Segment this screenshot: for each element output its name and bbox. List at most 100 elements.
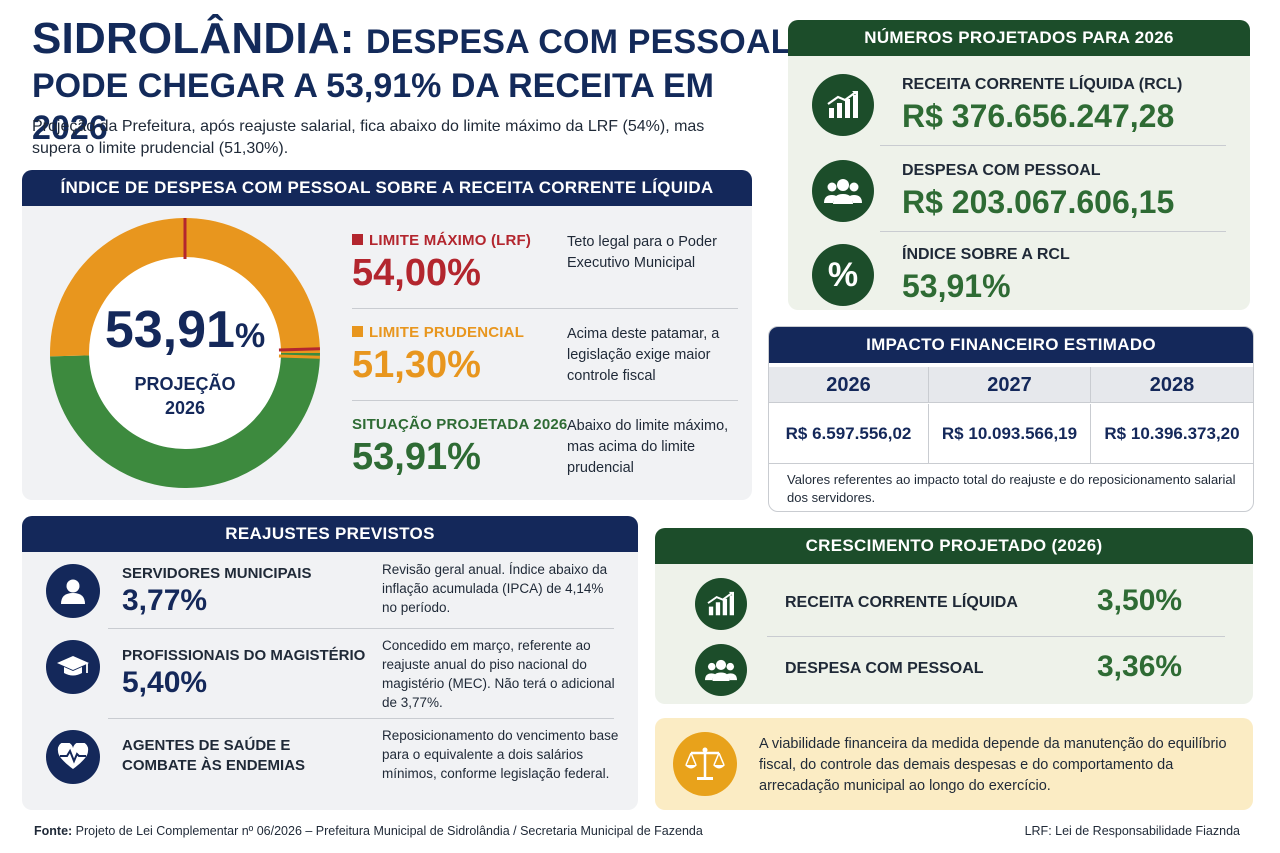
projected-personnel-name: DESPESA COM PESSOAL <box>902 162 1101 179</box>
graduation-cap-icon <box>46 640 100 694</box>
donut-value-number: 53,91 <box>104 301 235 359</box>
impact-title: IMPACTO FINANCEIRO ESTIMADO <box>769 327 1253 363</box>
percent-icon: % <box>812 244 874 306</box>
people-icon <box>812 160 874 222</box>
scales-icon <box>673 732 737 796</box>
limit-max-desc: Teto legal para o Poder Executivo Munici… <box>567 234 717 271</box>
limit-projected-value: 53,91% <box>352 436 481 478</box>
impact-amount: R$ 10.396.373,20 <box>1091 404 1253 464</box>
divider <box>767 636 1225 637</box>
reajuste-magisterio-value: 5,40% <box>122 666 208 699</box>
projected-rcl-name: RECEITA CORRENTE LÍQUIDA (RCL) <box>902 76 1183 93</box>
projected-numbers-title: NÚMEROS PROJETADOS PARA 2026 <box>788 20 1250 56</box>
donut-max-limit-mark <box>278 347 320 352</box>
projected-personnel: DESPESA COM PESSOAL R$ 203.067.606,15 <box>810 156 1230 236</box>
divider <box>108 628 614 629</box>
donut-bg <box>50 218 320 488</box>
donut-label-line-2: 2026 <box>164 398 206 418</box>
impact-year: 2028 <box>1091 367 1253 403</box>
reajuste-servidores-value: 3,77% <box>122 584 208 617</box>
donut-arc-projection <box>50 353 320 489</box>
viability-note-text: A viabilidade financeira da medida depen… <box>759 736 1227 794</box>
donut-label-line-1: PROJEÇÃO <box>134 374 236 394</box>
chart-up-icon <box>812 74 874 136</box>
reajuste-agentes-name-line-1: AGENTES DE SAÚDE E <box>122 737 291 754</box>
footer-source-label: Fonte: <box>34 824 73 838</box>
donut-svg <box>50 218 321 489</box>
limit-projected: SITUAÇÃO PROJETADA 2026 53,91% Abaixo do… <box>352 416 732 479</box>
donut-value: 53,91% <box>50 302 320 364</box>
impact-panel: IMPACTO FINANCEIRO ESTIMADO 2026 2027 20… <box>768 326 1254 512</box>
donut-label: PROJEÇÃO 2026 <box>50 372 320 420</box>
reajuste-servidores-name: SERVIDORES MUNICIPAIS <box>122 565 312 582</box>
limit-max-name: LIMITE MÁXIMO (LRF) <box>352 232 732 249</box>
limit-projected-name: SITUAÇÃO PROJETADA 2026 <box>352 416 568 433</box>
index-panel-title: ÍNDICE DE DESPESA COM PESSOAL SOBRE A RE… <box>22 170 752 206</box>
headline: SIDROLÂNDIA: DESPESA COM PESSOAL PODE CH… <box>32 16 792 149</box>
projected-rcl-value: R$ 376.656.247,28 <box>902 98 1175 134</box>
index-panel: ÍNDICE DE DESPESA COM PESSOAL SOBRE A RE… <box>22 170 752 500</box>
crescimento-personnel-name: DESPESA COM PESSOAL <box>785 660 984 677</box>
heart-pulse-icon <box>46 730 100 784</box>
impact-year: 2026 <box>769 367 929 403</box>
headline-line-2: PODE CHEGAR A 53,91% DA RECEITA EM 2026 <box>32 67 715 147</box>
footer-source-text: Projeto de Lei Complementar nº 06/2026 –… <box>75 824 703 838</box>
projected-personnel-value: R$ 203.067.606,15 <box>902 184 1175 220</box>
projected-index: % ÍNDICE SOBRE A RCL 53,91% <box>810 240 1230 320</box>
crescimento-personnel: DESPESA COM PESSOAL 3,36% <box>655 640 1253 700</box>
donut-chart: 53,91% PROJEÇÃO 2026 <box>50 218 321 489</box>
people-icon <box>695 644 747 696</box>
donut-center: 53,91% PROJEÇÃO 2026 <box>50 218 320 488</box>
percent-glyph: % <box>827 255 859 294</box>
crescimento-rcl: RECEITA CORRENTE LÍQUIDA 3,50% <box>655 574 1253 634</box>
limit-prudential-name-text: LIMITE PRUDENCIAL <box>369 324 525 341</box>
limit-max: LIMITE MÁXIMO (LRF) 54,00% Teto legal pa… <box>352 232 732 295</box>
reajuste-servidores-desc: Revisão geral anual. Índice abaixo da in… <box>382 562 608 615</box>
divider <box>880 231 1226 232</box>
donut-prudential-mark <box>278 354 320 359</box>
reajuste-agentes-name: AGENTES DE SAÚDE E COMBATE ÀS ENDEMIAS <box>122 736 305 776</box>
person-icon <box>46 564 100 618</box>
limit-prudential-swatch <box>352 326 363 337</box>
reajuste-agentes: AGENTES DE SAÚDE E COMBATE ÀS ENDEMIAS Re… <box>22 726 638 806</box>
divider <box>108 718 614 719</box>
limit-prudential-name: LIMITE PRUDENCIAL <box>352 324 732 341</box>
subtitle: Projeção da Prefeitura, após reajuste sa… <box>32 118 705 157</box>
impact-year: 2027 <box>929 367 1091 403</box>
limit-projected-desc: Abaixo do limite máximo, mas acima do li… <box>567 418 729 476</box>
footer-source: Fonte: Projeto de Lei Complementar nº 06… <box>34 824 703 838</box>
limit-max-value: 54,00% <box>352 252 481 294</box>
divider <box>880 145 1226 146</box>
projected-index-name: ÍNDICE SOBRE A RCL <box>902 246 1070 263</box>
donut-arc-remaining <box>50 218 321 357</box>
crescimento-personnel-value: 3,36% <box>1097 650 1183 683</box>
projected-index-value: 53,91% <box>902 268 1011 304</box>
reajuste-agentes-desc: Reposicionamento do vencimento base para… <box>382 728 619 781</box>
crescimento-title: CRESCIMENTO PROJETADO (2026) <box>655 528 1253 564</box>
viability-note: A viabilidade financeira da medida depen… <box>655 718 1253 810</box>
divider <box>352 308 738 309</box>
impact-note: Valores referentes ao impacto total do r… <box>787 472 1236 505</box>
limit-prudential-value: 51,30% <box>352 344 481 386</box>
reajustes-title: REAJUSTES PREVISTOS <box>22 516 638 552</box>
limit-max-swatch <box>352 234 363 245</box>
donut-value-pct: % <box>234 317 266 355</box>
impact-amount: R$ 10.093.566,19 <box>929 404 1091 464</box>
headline-line-1-rest: DESPESA COM PESSOAL <box>365 23 792 61</box>
reajuste-magisterio: PROFISSIONAIS DO MAGISTÉRIO 5,40% Conced… <box>22 636 638 716</box>
reajustes-panel: REAJUSTES PREVISTOS SERVIDORES MUNICIPAI… <box>22 516 638 810</box>
limit-prudential: LIMITE PRUDENCIAL 51,30% Acima deste pat… <box>352 324 732 387</box>
limit-prudential-desc: Acima deste patamar, a legislação exige … <box>567 326 720 384</box>
chart-up-icon <box>695 578 747 630</box>
reajuste-servidores: SERVIDORES MUNICIPAIS 3,77% Revisão gera… <box>22 560 638 626</box>
divider <box>352 400 738 401</box>
headline-city: SIDROLÂNDIA: <box>32 14 355 63</box>
headline-line-1: SIDROLÂNDIA: DESPESA COM PESSOAL <box>32 16 792 65</box>
projected-numbers-panel: NÚMEROS PROJETADOS PARA 2026 RECEITA COR… <box>788 20 1250 310</box>
crescimento-panel: CRESCIMENTO PROJETADO (2026) RECEITA COR… <box>655 528 1253 704</box>
reajuste-magisterio-name: PROFISSIONAIS DO MAGISTÉRIO <box>122 647 366 664</box>
crescimento-rcl-value: 3,50% <box>1097 584 1183 617</box>
crescimento-rcl-name: RECEITA CORRENTE LÍQUIDA <box>785 594 1018 611</box>
reajuste-magisterio-desc: Concedido em março, referente ao reajust… <box>382 638 615 710</box>
limit-max-name-text: LIMITE MÁXIMO (LRF) <box>369 232 532 249</box>
